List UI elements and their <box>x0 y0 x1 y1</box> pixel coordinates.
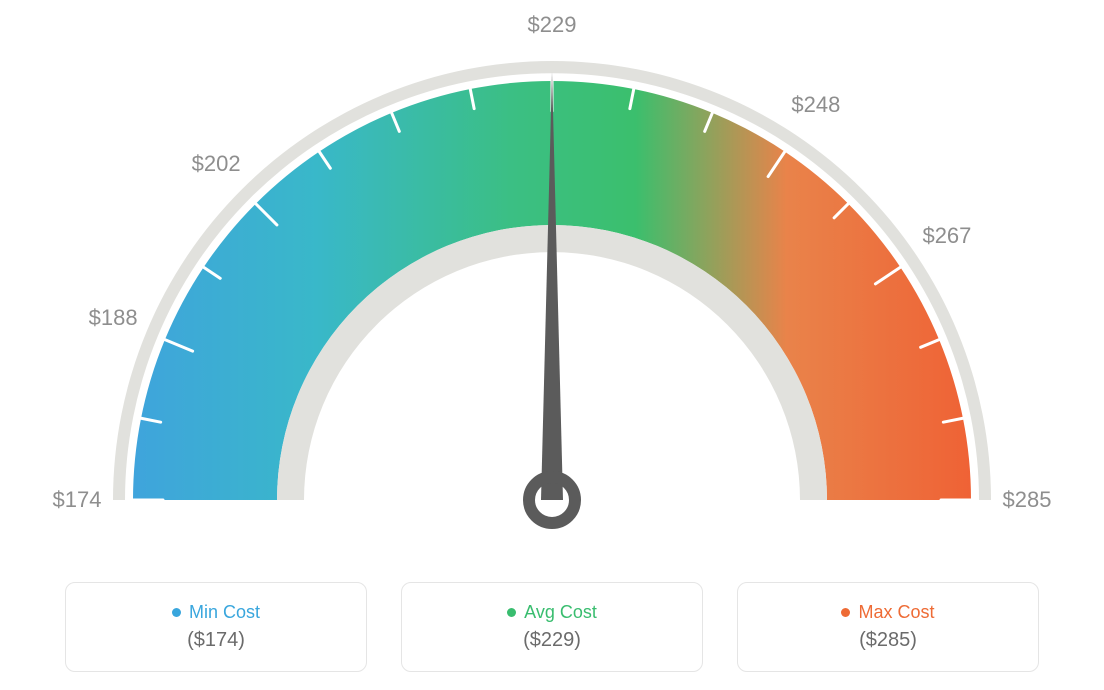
legend-min-label: Min Cost <box>189 602 260 623</box>
gauge-tick-label: $174 <box>53 487 102 513</box>
legend-avg-value: ($229) <box>523 629 581 652</box>
legend-card-min: Min Cost ($174) <box>65 582 367 672</box>
gauge-tick-label: $229 <box>528 12 577 38</box>
gauge-tick-label: $285 <box>1003 487 1052 513</box>
legend-card-avg: Avg Cost ($229) <box>401 582 703 672</box>
legend-max-dot-icon <box>841 608 850 617</box>
gauge-chart: $174 $188 $202 $229 $248 $267 $285 <box>0 0 1104 560</box>
gauge-tick-label: $248 <box>791 92 840 118</box>
gauge-svg <box>0 0 1104 560</box>
legend-card-max: Max Cost ($285) <box>737 582 1039 672</box>
legend-min-label-line: Min Cost <box>172 602 260 623</box>
legend-avg-label-line: Avg Cost <box>507 602 597 623</box>
legend-min-dot-icon <box>172 608 181 617</box>
legend-max-label: Max Cost <box>858 602 934 623</box>
gauge-tick-label: $188 <box>89 305 138 331</box>
legend-min-value: ($174) <box>187 629 245 652</box>
legend-avg-dot-icon <box>507 608 516 617</box>
gauge-tick-label: $267 <box>922 223 971 249</box>
legend-max-label-line: Max Cost <box>841 602 934 623</box>
legend-avg-label: Avg Cost <box>524 602 597 623</box>
legend-max-value: ($285) <box>859 629 917 652</box>
legend-row: Min Cost ($174) Avg Cost ($229) Max Cost… <box>0 582 1104 672</box>
gauge-tick-label: $202 <box>192 151 241 177</box>
